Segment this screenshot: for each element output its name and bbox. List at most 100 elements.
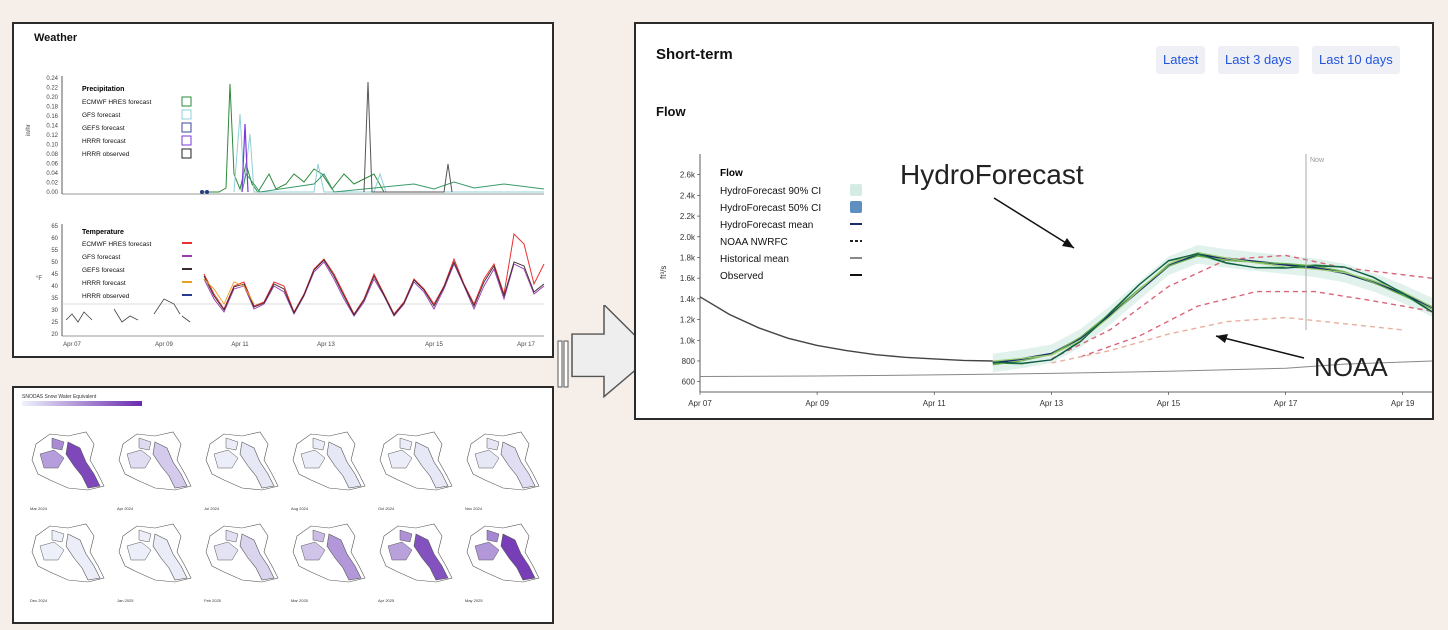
- flow-y-tick: 1.4k: [680, 295, 696, 304]
- snow-map-region: [500, 533, 536, 581]
- temp-chart: 65 60 55 50 45 40 35 30 25 20 °F Temperature ECMW…: [36, 224, 545, 348]
- precip-ecmwf-line: [204, 83, 385, 193]
- flow-x-tick: Apr 15: [1157, 399, 1181, 408]
- latest-button[interactable]: Latest: [1156, 46, 1206, 74]
- precip-y-tick: 0.12: [46, 133, 58, 139]
- snow-map-region: [138, 529, 152, 543]
- precip-y-tick: 0.16: [46, 114, 58, 120]
- snow-map-region: [152, 533, 188, 581]
- precip-y-tick: 0.20: [46, 95, 58, 101]
- flow-y-tick: 2.0k: [680, 233, 696, 242]
- precip-legend-swatch: [181, 96, 192, 107]
- flow-y-tick: 1.0k: [680, 336, 696, 345]
- flow-x-tick: Apr 07: [688, 399, 712, 408]
- flow-ylabel: ft³/s: [659, 266, 668, 279]
- hydroforecast-arrowhead: [1062, 238, 1074, 248]
- snow-map-label: Aug 2024: [291, 506, 309, 511]
- noaa-annotation: NOAA: [1314, 352, 1388, 382]
- snow-map-region: [300, 541, 326, 561]
- flow-chart: 2.6k 2.4k 2.2k 2.0k 1.8k 1.6k 1.4k 1.2k 1.0k 800 6…: [659, 154, 1432, 408]
- snow-map-region: [500, 441, 536, 489]
- snow-map: Nov 2024: [465, 431, 540, 511]
- snow-map-region: [126, 541, 152, 561]
- snow-map-label: Dec 2024: [30, 598, 48, 603]
- temp-y-tick: 60: [51, 236, 58, 242]
- noaa-arrow: [1215, 335, 1305, 359]
- flow-legend-label: Historical mean: [720, 254, 789, 265]
- temp-y-tick: 30: [51, 308, 58, 314]
- weather-title: Weather: [34, 32, 78, 44]
- flow-y-tick: 800: [682, 357, 696, 366]
- flow-series-line: [699, 296, 993, 362]
- snow-map: Apr 2024: [117, 431, 192, 511]
- snow-map-label: Mar 2024: [30, 506, 48, 511]
- precip-legend-swatch: [181, 135, 192, 146]
- snow-map-region: [239, 533, 275, 581]
- last-10-days-button[interactable]: Last 10 days: [1312, 46, 1400, 74]
- snow-map-region: [51, 529, 65, 543]
- temp-gefs-line: [203, 259, 545, 316]
- flow-x-tick: Apr 13: [1040, 399, 1064, 408]
- snow-map-region: [474, 449, 500, 469]
- shortterm-panel: Short-term Latest Last 3 days Last 10 da…: [634, 22, 1434, 420]
- flow-y-tick: 1.6k: [680, 274, 696, 283]
- snow-map-region: [399, 529, 413, 543]
- flow-series-line: [1080, 290, 1432, 358]
- snow-map-region: [413, 441, 449, 489]
- flow-series-line: [1051, 316, 1403, 364]
- snow-map: Feb 2025: [204, 523, 279, 603]
- flow-ensemble-line: [992, 251, 1432, 362]
- snow-map-label: May 2025: [465, 598, 483, 603]
- precip-legend-label: HRRR forecast: [82, 138, 126, 145]
- snow-map-region: [312, 529, 326, 543]
- precip-y-tick: 0.10: [46, 143, 58, 149]
- temp-y-tick: 45: [51, 272, 58, 278]
- temp-legend-label: HRRR forecast: [82, 280, 126, 287]
- flow-legend-label: Observed: [720, 271, 763, 282]
- flow-series-line: [1051, 254, 1432, 360]
- snow-map-region: [39, 449, 65, 469]
- snow-map-label: Oct 2024: [378, 506, 395, 511]
- precip-y-tick: 0.18: [46, 105, 58, 111]
- temp-legend-label: GFS forecast: [82, 254, 120, 261]
- now-label: Now: [1310, 157, 1325, 164]
- precip-y-tick: 0.02: [46, 181, 58, 187]
- precip-y-tick: 0.14: [46, 124, 58, 130]
- snow-map-region: [213, 541, 239, 561]
- weather-x-tick: Apr 07: [63, 342, 81, 348]
- flow-legend-label: NOAA NWRFC: [720, 237, 788, 248]
- shortterm-title: Short-term: [656, 46, 733, 63]
- flow-y-tick: 1.8k: [680, 253, 696, 262]
- flow-legend-swatch: [850, 201, 862, 213]
- flow-arrow: [557, 305, 656, 399]
- snow-map-region: [486, 437, 500, 451]
- flow-series-line: [699, 360, 1432, 377]
- temp-legend-label: HRRR observed: [82, 293, 130, 300]
- precip-legend-title: Precipitation: [82, 86, 124, 93]
- noaa-arrowhead: [1216, 334, 1228, 343]
- flow-y-tick: 2.6k: [680, 171, 696, 180]
- temp-y-tick: 50: [51, 260, 58, 266]
- snow-map-label: Mar 2025: [291, 598, 309, 603]
- snow-map: Oct 2024: [378, 431, 453, 511]
- snow-map-region: [213, 449, 239, 469]
- snow-map: Aug 2024: [291, 431, 366, 511]
- snow-map-region: [387, 541, 413, 561]
- temp-y-tick: 55: [51, 248, 58, 254]
- snow-map-region: [312, 437, 326, 451]
- weather-x-tick: Apr 13: [317, 342, 335, 348]
- snow-map: Dec 2024: [30, 523, 105, 603]
- precip-observed-line: [363, 81, 453, 193]
- flow-legend-box: [716, 156, 862, 294]
- temp-gfs-line: [203, 261, 545, 317]
- flow-subtitle: Flow: [656, 104, 686, 119]
- snow-map-region: [239, 441, 275, 489]
- flow-x-tick: Apr 09: [805, 399, 829, 408]
- flow-x-tick: Apr 19: [1391, 399, 1415, 408]
- snow-map-region: [300, 449, 326, 469]
- flow-legend-label: HydroForecast 50% CI: [720, 203, 821, 214]
- last-3-days-button[interactable]: Last 3 days: [1218, 46, 1299, 74]
- snow-map-region: [225, 529, 239, 543]
- precip-gefs-line: [241, 172, 545, 193]
- flow-y-tick: 600: [682, 378, 696, 387]
